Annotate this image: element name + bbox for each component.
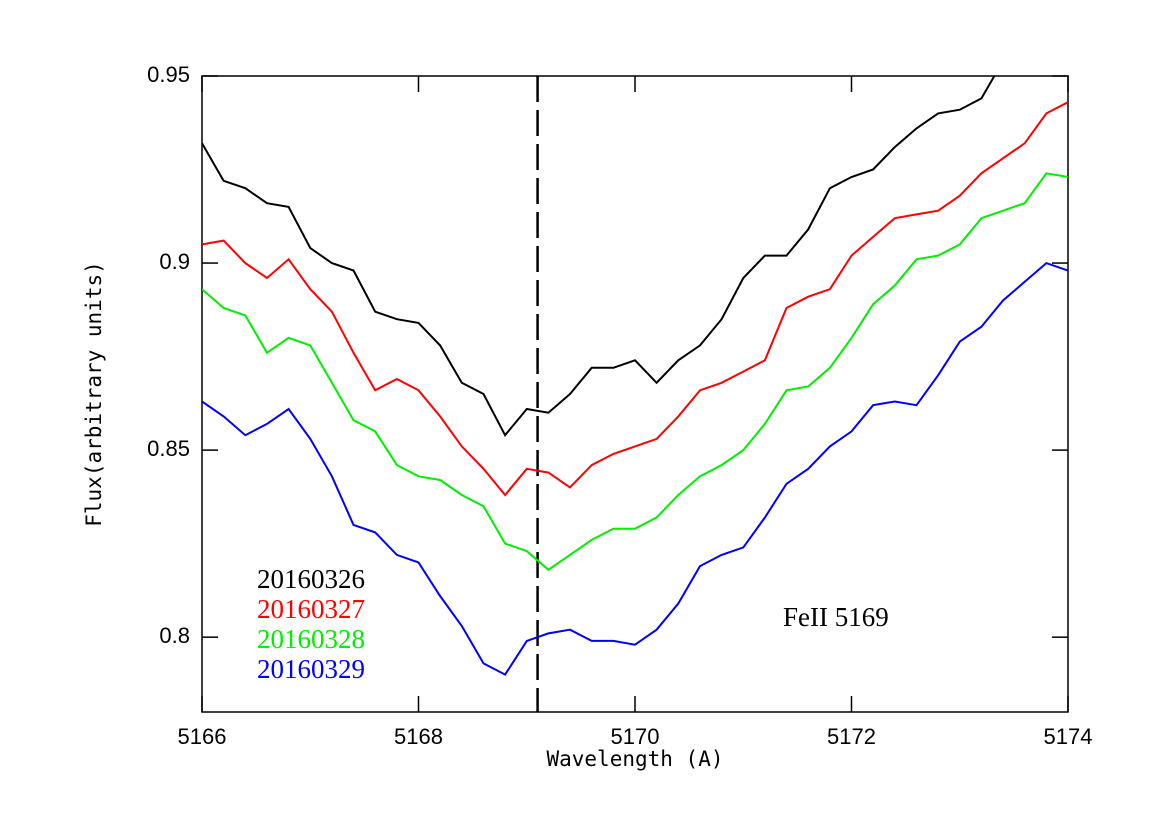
x-tick-label: 5166 xyxy=(178,724,227,749)
x-axis-label: Wavelength (A) xyxy=(546,747,723,771)
y-tick-label: 0.85 xyxy=(147,436,190,461)
legend-entry: 20160328 xyxy=(257,624,365,654)
y-axis-label: Flux(arbitrary units) xyxy=(82,261,106,527)
legend-entry: 20160326 xyxy=(257,564,365,594)
series-line xyxy=(202,172,1068,572)
x-tick-label: 5174 xyxy=(1044,724,1093,749)
annotation: FeII 5169 xyxy=(783,602,889,632)
legend-entry: 20160327 xyxy=(257,594,365,624)
legend-entry: 20160329 xyxy=(257,654,365,684)
series-line xyxy=(202,101,1068,497)
series-line xyxy=(202,76,996,437)
series-line xyxy=(202,261,1068,676)
y-tick-label: 0.9 xyxy=(159,249,190,274)
y-tick-label: 0.95 xyxy=(147,62,190,87)
y-tick-label: 0.8 xyxy=(159,623,190,648)
x-tick-label: 5170 xyxy=(611,724,660,749)
x-tick-label: 5168 xyxy=(394,724,443,749)
x-tick-label: 5172 xyxy=(827,724,876,749)
